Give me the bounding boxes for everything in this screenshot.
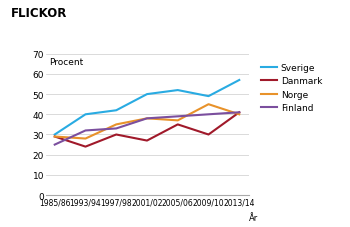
Sverige (114, 109, 118, 112)
Legend: Sverige, Danmark, Norge, Finland: Sverige, Danmark, Norge, Finland (259, 62, 324, 115)
Norge (176, 119, 180, 122)
Line: Finland: Finland (55, 113, 239, 145)
Sverige (145, 93, 149, 96)
Finland (52, 144, 57, 146)
Danmark (114, 133, 118, 136)
Sverige (83, 114, 88, 116)
Norge (237, 114, 241, 116)
Line: Sverige: Sverige (55, 81, 239, 135)
Text: Procent: Procent (50, 57, 84, 66)
Sverige (206, 95, 211, 98)
Finland (206, 114, 211, 116)
Sverige (176, 89, 180, 92)
Danmark (145, 140, 149, 142)
Line: Danmark: Danmark (55, 113, 239, 147)
Finland (114, 128, 118, 130)
Norge (114, 123, 118, 126)
Sverige (52, 133, 57, 136)
Danmark (176, 123, 180, 126)
Norge (83, 138, 88, 140)
Finland (145, 117, 149, 120)
Sverige (237, 79, 241, 82)
Finland (176, 116, 180, 118)
Norge (145, 117, 149, 120)
Danmark (52, 136, 57, 138)
Line: Norge: Norge (55, 105, 239, 139)
Finland (83, 130, 88, 132)
Text: FLICKOR: FLICKOR (10, 7, 67, 20)
Norge (52, 136, 57, 138)
Danmark (237, 111, 241, 114)
Danmark (206, 133, 211, 136)
Text: År: År (248, 214, 258, 222)
Danmark (83, 146, 88, 148)
Finland (237, 111, 241, 114)
Norge (206, 103, 211, 106)
